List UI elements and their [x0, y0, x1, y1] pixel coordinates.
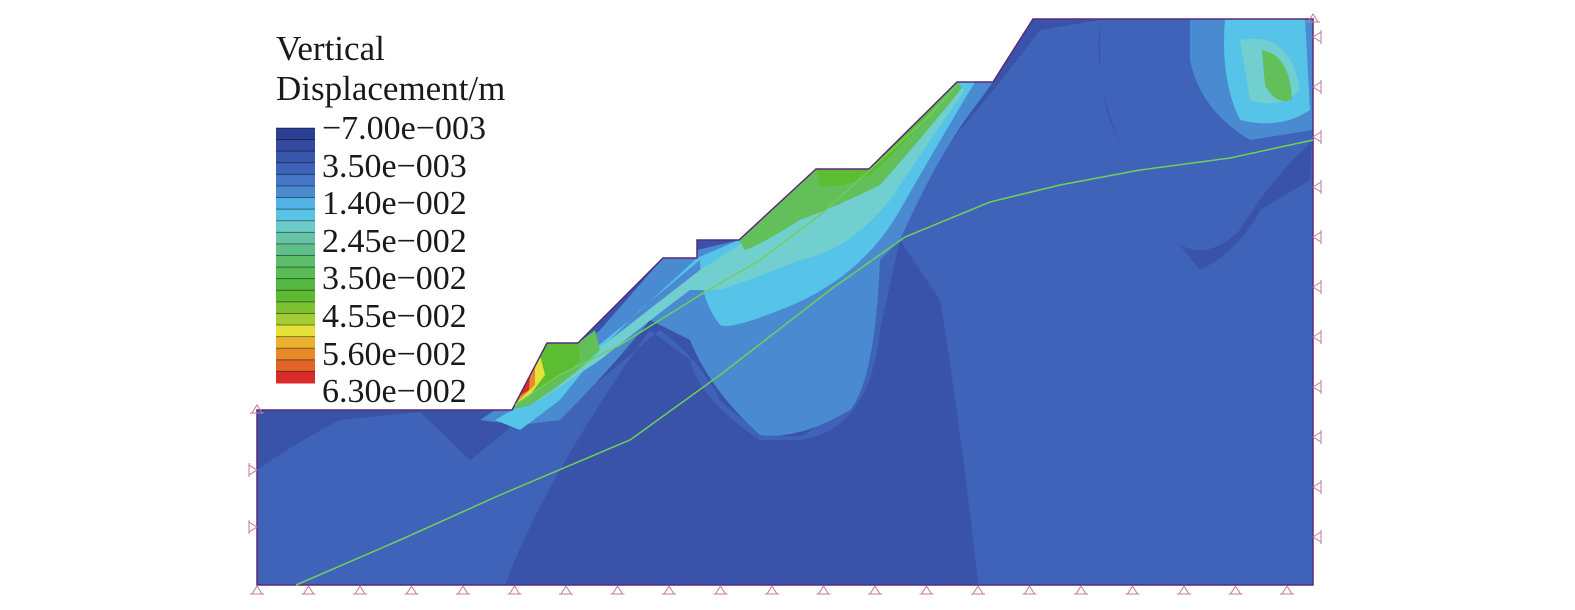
support-icon: [1312, 230, 1322, 244]
legend-swatch: [276, 359, 315, 372]
support-icon: [1312, 480, 1322, 494]
support-icon: [1312, 30, 1322, 44]
legend-swatch: [276, 243, 315, 256]
support-icon: [1312, 430, 1322, 444]
legend-swatch: [276, 209, 315, 222]
legend-swatch: [276, 151, 315, 164]
legend-label: 5.60e−002: [322, 335, 467, 373]
support-icon: [868, 585, 882, 595]
support-icon: [1074, 585, 1088, 595]
legend-swatch: [276, 290, 315, 303]
support-icon: [248, 520, 258, 534]
support-icon: [713, 585, 728, 595]
support-icon: [250, 404, 264, 414]
legend-swatch: [276, 128, 315, 141]
support-icon: [248, 463, 258, 477]
support-icon: [1312, 330, 1322, 344]
legend-swatch: [276, 220, 315, 233]
support-icon: [353, 585, 367, 595]
legend-swatch: [276, 371, 315, 384]
legend-swatch: [276, 348, 315, 361]
support-icon: [301, 585, 316, 595]
support-icon: [507, 585, 522, 595]
support-icon: [610, 585, 625, 595]
support-icon: [971, 585, 985, 595]
support-icon: [1312, 530, 1322, 544]
support-icon: [559, 585, 573, 595]
legend-label: 4.55e−002: [322, 298, 467, 335]
legend-swatch: [276, 162, 315, 175]
contour-band-green-right: [1262, 50, 1292, 101]
support-icon: [250, 585, 264, 595]
legend-title-line2: Displacement/m: [276, 69, 506, 108]
legend-swatch: [276, 197, 315, 210]
legend-swatch: [276, 174, 315, 187]
support-icon: [456, 585, 470, 595]
legend-swatch: [276, 185, 315, 199]
boundary-supports: [248, 13, 1322, 595]
legend-swatch: [276, 313, 315, 326]
support-icon: [1312, 380, 1322, 394]
legend-swatch: [276, 232, 315, 245]
support-icon: [1280, 585, 1294, 595]
support-icon: [765, 585, 779, 595]
support-icon: [816, 585, 831, 595]
legend-label: 6.30e−002: [322, 373, 467, 411]
slip-surface-shallow: [514, 84, 958, 406]
legend-label: 3.50e−003: [322, 147, 467, 185]
legend-swatch: [276, 325, 315, 338]
support-icon: [1022, 585, 1037, 595]
support-icon: [1312, 180, 1322, 194]
contour-band-medium-blue: [257, 19, 1313, 585]
support-icon: [1177, 585, 1191, 595]
legend-title-line1: Vertical: [276, 29, 385, 68]
support-icon: [1312, 280, 1322, 294]
legend-swatch: [276, 278, 315, 291]
slope-outline: [256, 18, 1314, 586]
support-icon: [1312, 130, 1322, 144]
legend-label: 3.50e−002: [322, 260, 467, 298]
slip-surface-deep: [295, 139, 1314, 586]
legend-label: −7.00e−003: [322, 110, 486, 147]
contour-band-teal: [515, 84, 965, 410]
support-icon: [404, 585, 419, 595]
legend-label: 2.45e−002: [322, 222, 467, 260]
legend-label: 1.40e−002: [322, 185, 467, 223]
support-icon: [919, 585, 934, 595]
legend-swatch: [276, 336, 315, 349]
legend-swatch: [276, 255, 315, 268]
support-icon: [1228, 585, 1243, 595]
support-icon: [662, 585, 676, 595]
legend-swatch: [276, 267, 315, 280]
support-icon: [1306, 13, 1320, 23]
support-icon: [1312, 80, 1322, 94]
legend-swatch: [276, 301, 315, 314]
support-icon: [1125, 585, 1140, 595]
contour-band-bright-green: [520, 100, 940, 400]
legend-color-bar: [276, 127, 315, 384]
legend-swatch: [276, 139, 315, 152]
